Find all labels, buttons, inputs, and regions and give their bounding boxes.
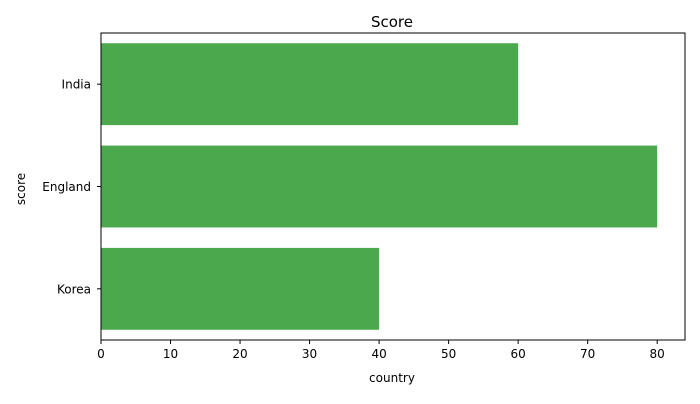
bar-korea [101, 247, 380, 330]
x-axis-label: country [369, 371, 415, 385]
x-tick-label: 0 [97, 347, 105, 361]
x-tick-label: 60 [511, 347, 526, 361]
x-tick-label: 80 [650, 347, 665, 361]
y-tick-label: England [42, 180, 91, 194]
chart-title: Score [371, 13, 413, 31]
bars-layer [101, 43, 658, 330]
x-tick-label: 20 [232, 347, 247, 361]
bar-india [101, 43, 519, 126]
x-tick-label: 50 [441, 347, 456, 361]
y-tick-label: Korea [57, 282, 91, 296]
y-tick-label: India [62, 78, 91, 92]
x-tick-label: 30 [302, 347, 317, 361]
x-tick-label: 70 [580, 347, 595, 361]
y-axis-label: score [14, 173, 28, 205]
x-tick-label: 40 [371, 347, 386, 361]
bar-england [101, 145, 658, 228]
x-tick-label: 10 [163, 347, 178, 361]
ticks-layer: India England Korea 0 10 20 30 40 50 60 70 80 [42, 78, 665, 361]
